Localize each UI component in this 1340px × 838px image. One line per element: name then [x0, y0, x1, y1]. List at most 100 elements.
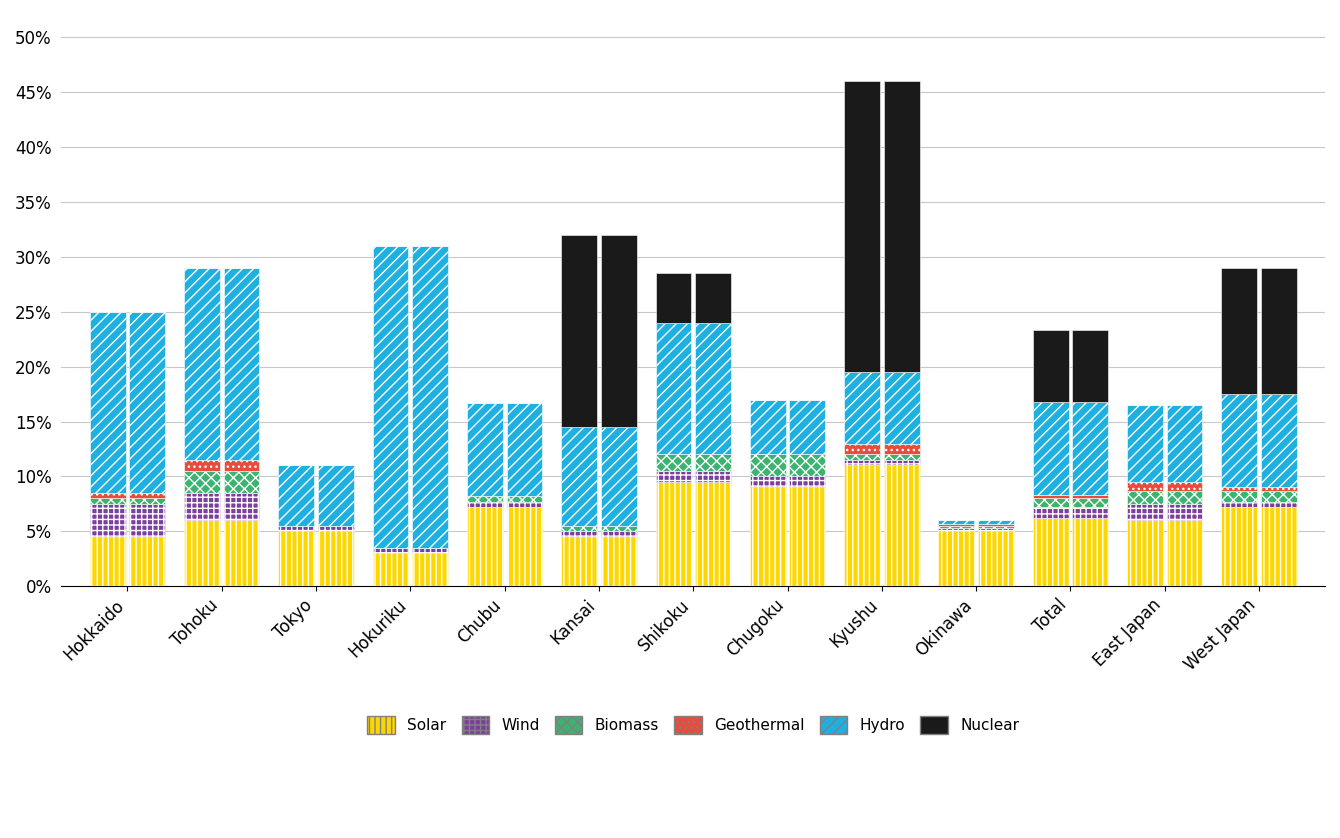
Bar [1221, 491, 1257, 502]
Bar [1167, 504, 1202, 520]
Bar [844, 372, 880, 443]
Bar [789, 477, 825, 488]
Bar [466, 502, 502, 507]
Bar [130, 493, 165, 499]
Bar [1261, 507, 1297, 587]
Bar [789, 488, 825, 587]
Bar [883, 454, 919, 460]
Bar [600, 427, 636, 526]
Bar [466, 496, 502, 502]
Bar [1221, 488, 1257, 491]
Bar [224, 460, 260, 471]
Bar [318, 531, 354, 587]
Bar [279, 531, 314, 587]
Bar [655, 273, 691, 323]
Bar [130, 499, 165, 504]
Bar [883, 443, 919, 454]
Bar [695, 471, 730, 482]
Bar [413, 246, 448, 548]
Bar [561, 526, 598, 531]
Bar [978, 531, 1014, 587]
Bar [695, 454, 730, 471]
Bar [1221, 267, 1257, 394]
Bar [938, 528, 974, 531]
Bar [184, 520, 220, 587]
Bar [1261, 488, 1297, 491]
Bar [695, 482, 730, 587]
Bar [938, 520, 974, 524]
Bar [1261, 267, 1297, 394]
Bar [413, 548, 448, 553]
Bar [844, 81, 880, 372]
Bar [750, 400, 785, 454]
Bar [561, 537, 598, 587]
Bar [1127, 482, 1163, 491]
Bar [978, 520, 1014, 524]
Bar [883, 460, 919, 465]
Bar [655, 471, 691, 482]
Bar [318, 465, 354, 526]
Bar [655, 454, 691, 471]
Bar [561, 235, 598, 427]
Bar [883, 465, 919, 587]
Bar [318, 526, 354, 531]
Bar [750, 477, 785, 488]
Bar [883, 372, 919, 443]
Bar [1127, 491, 1163, 504]
Bar [1033, 401, 1068, 495]
Bar [507, 502, 543, 507]
Bar [466, 507, 502, 587]
Bar [279, 465, 314, 526]
Bar [750, 454, 785, 477]
Bar [1072, 495, 1108, 499]
Bar [695, 323, 730, 454]
Bar [1127, 504, 1163, 520]
Bar [1033, 518, 1068, 587]
Bar [184, 267, 220, 460]
Bar [978, 526, 1014, 528]
Bar [224, 493, 260, 520]
Bar [466, 403, 502, 496]
Bar [844, 465, 880, 587]
Bar [1221, 502, 1257, 507]
Bar [130, 312, 165, 493]
Bar [561, 531, 598, 537]
Bar [1221, 394, 1257, 488]
Bar [1127, 405, 1163, 482]
Bar [373, 548, 409, 553]
Bar [1033, 330, 1068, 401]
Bar [938, 524, 974, 526]
Bar [1072, 518, 1108, 587]
Bar [1167, 405, 1202, 482]
Bar [1127, 520, 1163, 587]
Bar [224, 471, 260, 493]
Bar [224, 267, 260, 460]
Bar [1261, 491, 1297, 502]
Bar [1033, 495, 1068, 499]
Legend: Solar, Wind, Biomass, Geothermal, Hydro, Nuclear: Solar, Wind, Biomass, Geothermal, Hydro,… [359, 708, 1026, 741]
Bar [1072, 401, 1108, 495]
Bar [184, 471, 220, 493]
Bar [184, 493, 220, 520]
Bar [373, 246, 409, 548]
Bar [1167, 491, 1202, 504]
Bar [130, 504, 165, 537]
Bar [695, 273, 730, 323]
Bar [600, 531, 636, 537]
Bar [507, 403, 543, 496]
Bar [373, 553, 409, 587]
Bar [844, 460, 880, 465]
Bar [655, 323, 691, 454]
Bar [978, 524, 1014, 526]
Bar [1072, 330, 1108, 401]
Bar [789, 454, 825, 477]
Bar [1033, 507, 1068, 518]
Bar [844, 454, 880, 460]
Bar [750, 488, 785, 587]
Bar [90, 537, 126, 587]
Bar [600, 526, 636, 531]
Bar [883, 81, 919, 372]
Bar [90, 504, 126, 537]
Bar [600, 537, 636, 587]
Bar [90, 499, 126, 504]
